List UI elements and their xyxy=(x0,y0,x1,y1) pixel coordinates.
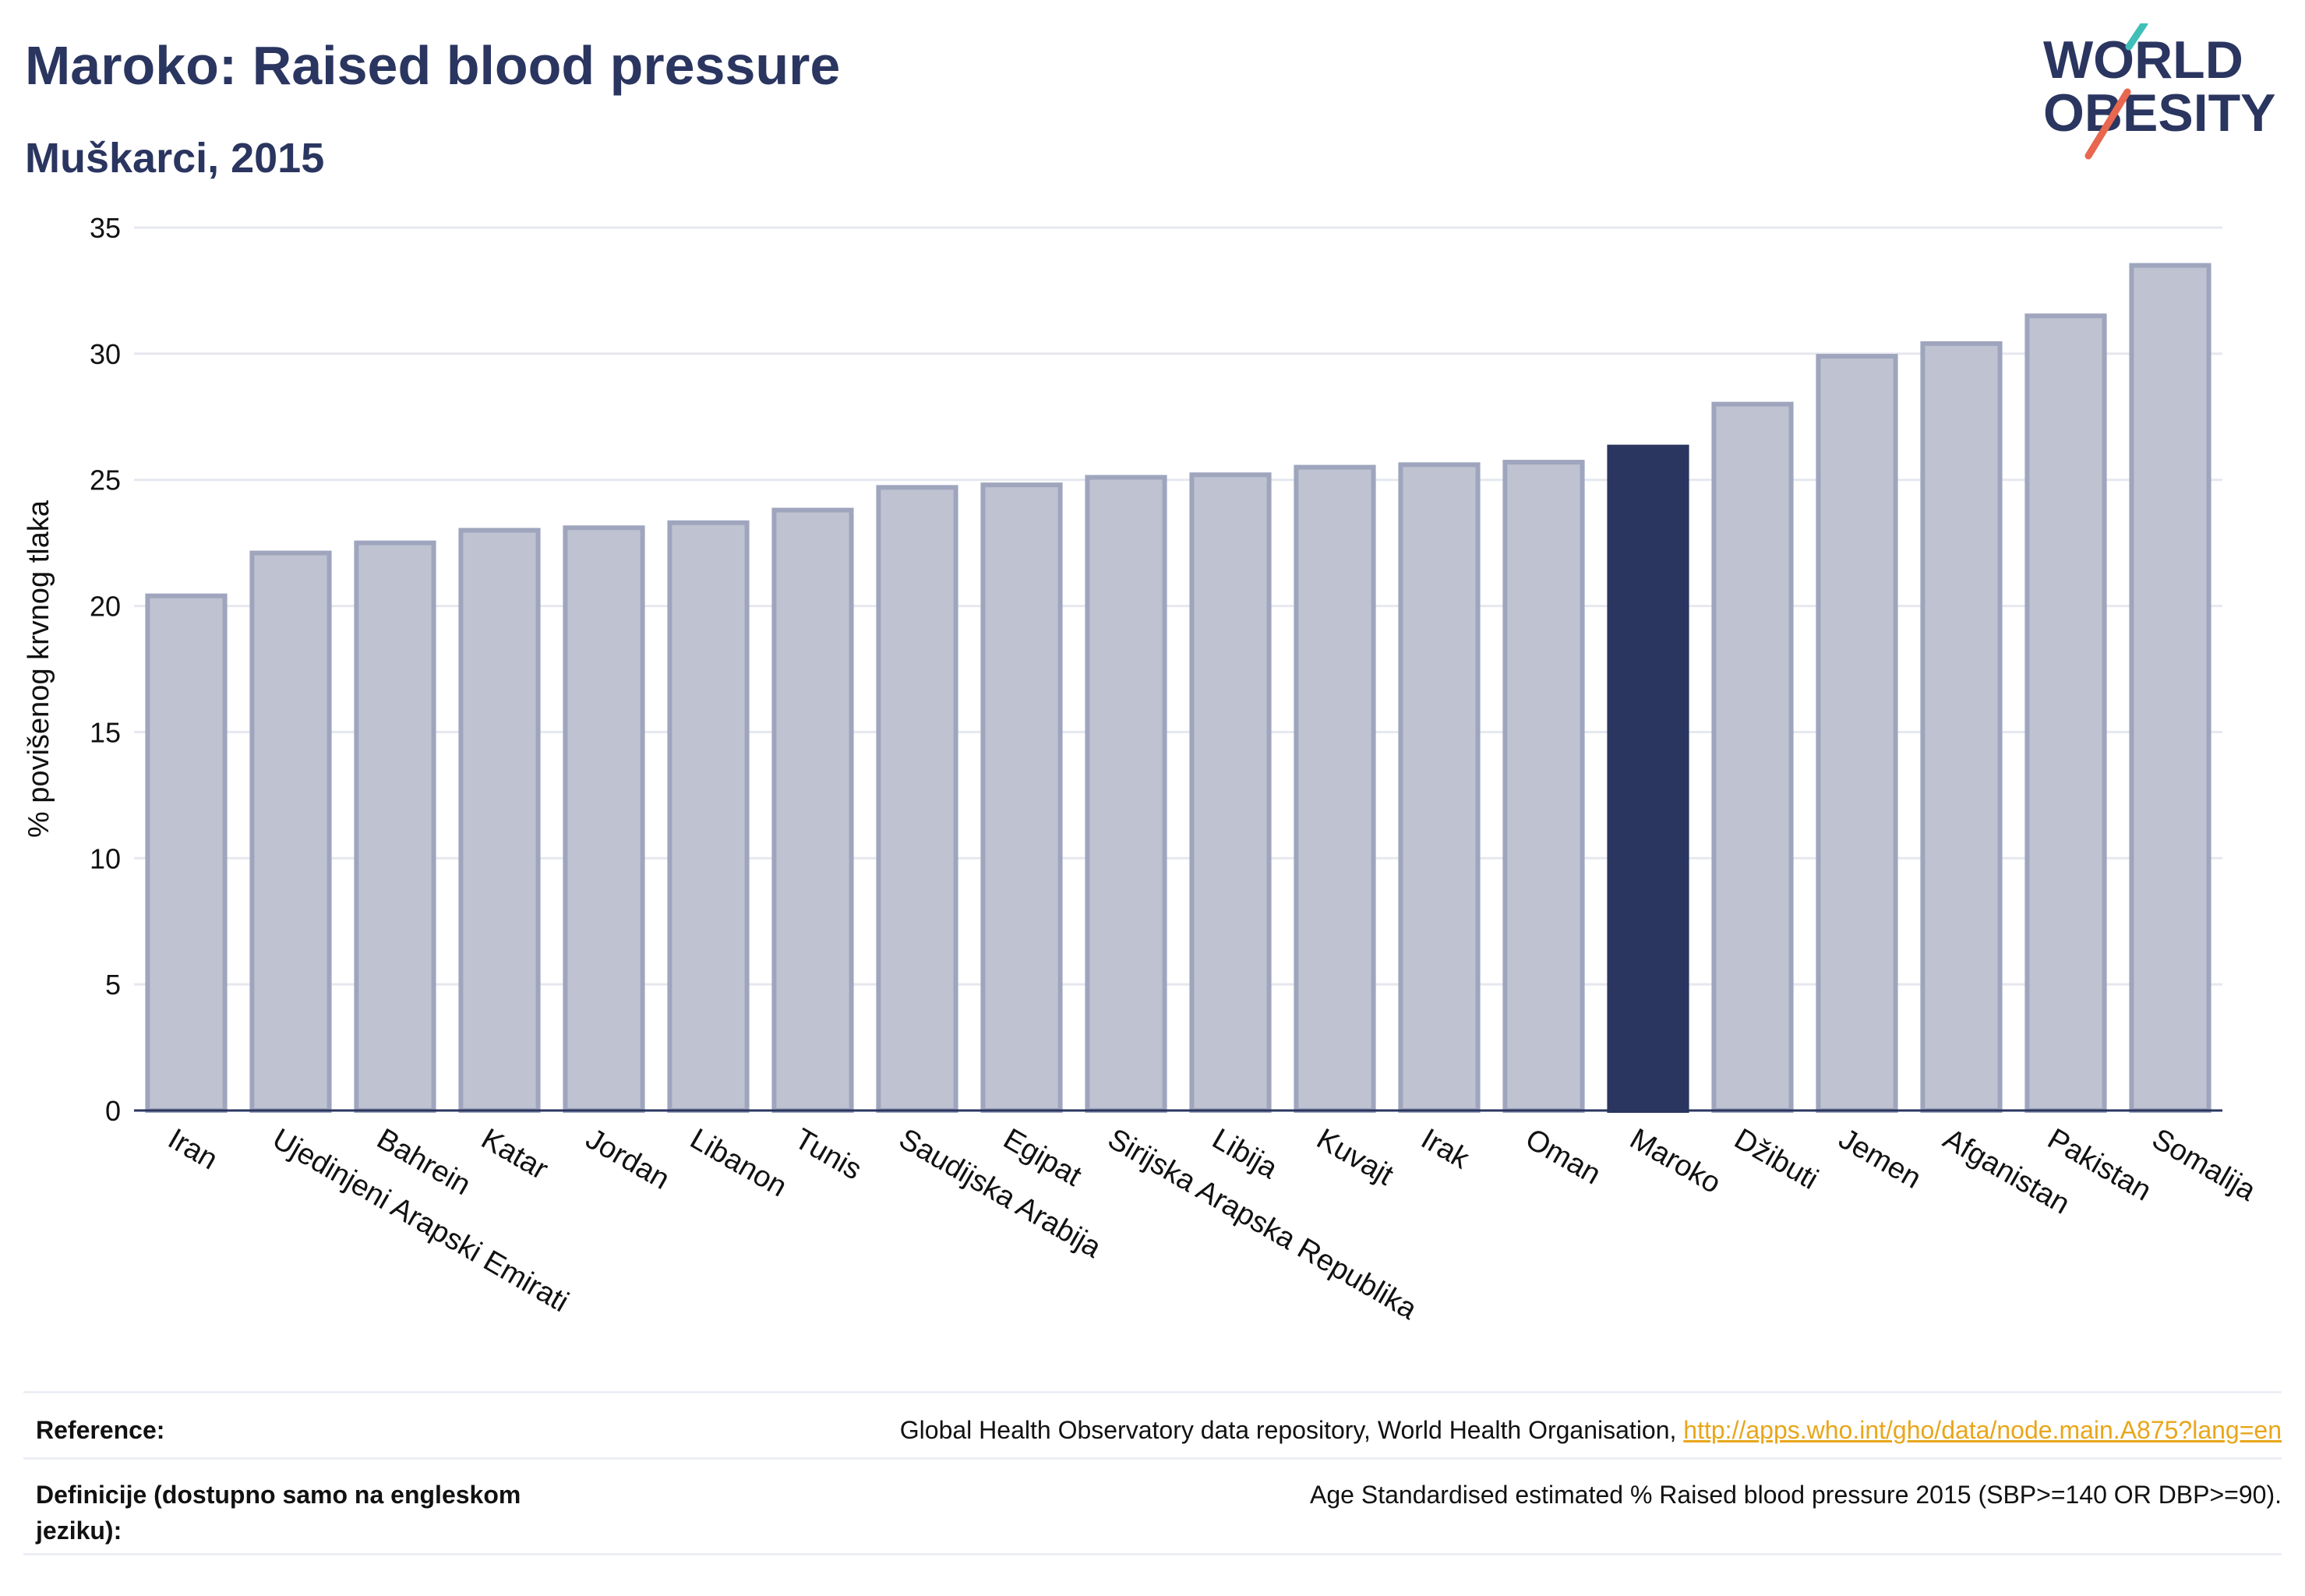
bar xyxy=(771,507,854,1113)
x-tick-label: Jemen xyxy=(1834,1122,1927,1195)
bar xyxy=(1711,401,1794,1113)
bar xyxy=(354,540,436,1113)
bar-chart: 0 5 10 15 20 25 30 35 Iran Ujedinjeni Arapski Em… xyxy=(23,212,2262,1326)
y-tick-label: 15 xyxy=(90,716,121,748)
x-tick-label: Libija xyxy=(1207,1122,1284,1185)
bar xyxy=(1816,354,1898,1113)
x-tick-label: Oman xyxy=(1520,1122,1607,1191)
x-tick-label: Maroko xyxy=(1625,1122,1727,1200)
y-axis-label: % povišenog krvnog tlaka xyxy=(23,500,55,838)
x-tick-label: Kuvajt xyxy=(1311,1122,1400,1192)
x-tick-label: Džibuti xyxy=(1729,1122,1824,1195)
logo-slash-top xyxy=(2125,23,2148,51)
world-obesity-logo: WORLD OBESITY xyxy=(2043,23,2276,160)
y-tick-label: 5 xyxy=(105,969,121,1001)
x-tick-label: Iran xyxy=(163,1122,224,1176)
x-tick-label: Saudijska Arabija xyxy=(894,1122,1107,1265)
logo-slash-bottom xyxy=(2084,88,2131,160)
bar xyxy=(249,550,332,1113)
bar xyxy=(667,520,750,1113)
bar-highlighted xyxy=(1607,444,1689,1113)
y-tick-labels: 0 5 10 15 20 25 30 35 xyxy=(90,212,121,1127)
footer-divider-middle xyxy=(23,1457,2282,1460)
footer-divider-bottom xyxy=(23,1553,2282,1555)
bar xyxy=(1398,462,1481,1113)
bar xyxy=(458,528,541,1113)
y-tick-label: 30 xyxy=(90,338,121,370)
bar xyxy=(876,485,958,1113)
bar xyxy=(2024,313,2107,1113)
footer-divider-top xyxy=(23,1391,2282,1393)
page-subtitle: Muškarci, 2015 xyxy=(25,135,325,182)
y-tick-label: 35 xyxy=(90,212,121,244)
bar xyxy=(1502,460,1585,1113)
logo-word-obesity: OBESITY xyxy=(2043,83,2276,143)
reference-value: Global Health Observatory data repositor… xyxy=(900,1412,2282,1448)
x-tick-label: Libanon xyxy=(685,1122,792,1203)
logo-word-world: WORLD xyxy=(2043,30,2243,90)
y-tick-label: 20 xyxy=(90,591,121,623)
x-tick-label: Somalija xyxy=(2147,1122,2262,1208)
bar xyxy=(145,593,228,1113)
bars xyxy=(145,263,2211,1113)
x-tick-label: Irak xyxy=(1416,1122,1476,1176)
y-tick-label: 0 xyxy=(105,1095,121,1127)
bar xyxy=(1294,464,1376,1113)
bar xyxy=(1085,475,1167,1113)
reference-label: Reference: xyxy=(36,1416,165,1444)
definition-value: Age Standardised estimated % Raised bloo… xyxy=(1310,1481,2282,1509)
x-tick-label: Jordan xyxy=(581,1122,676,1195)
reference-text: Global Health Observatory data repositor… xyxy=(899,1416,1684,1444)
bar xyxy=(1920,341,2003,1113)
bar xyxy=(980,482,1063,1113)
bar xyxy=(2129,263,2211,1113)
page-title: Maroko: Raised blood pressure xyxy=(25,35,841,96)
x-tick-label: Katar xyxy=(476,1122,554,1186)
bar xyxy=(1189,472,1272,1113)
gridlines xyxy=(134,226,2222,986)
definition-label: Definicije (dostupno samo na engleskom j… xyxy=(36,1481,521,1545)
x-tick-label: Tunis xyxy=(789,1122,867,1186)
y-tick-label: 25 xyxy=(90,464,121,496)
reference-link[interactable]: http://apps.who.int/gho/data/node.main.A… xyxy=(1683,1416,2282,1444)
bar xyxy=(563,525,645,1113)
y-tick-label: 10 xyxy=(90,842,121,874)
